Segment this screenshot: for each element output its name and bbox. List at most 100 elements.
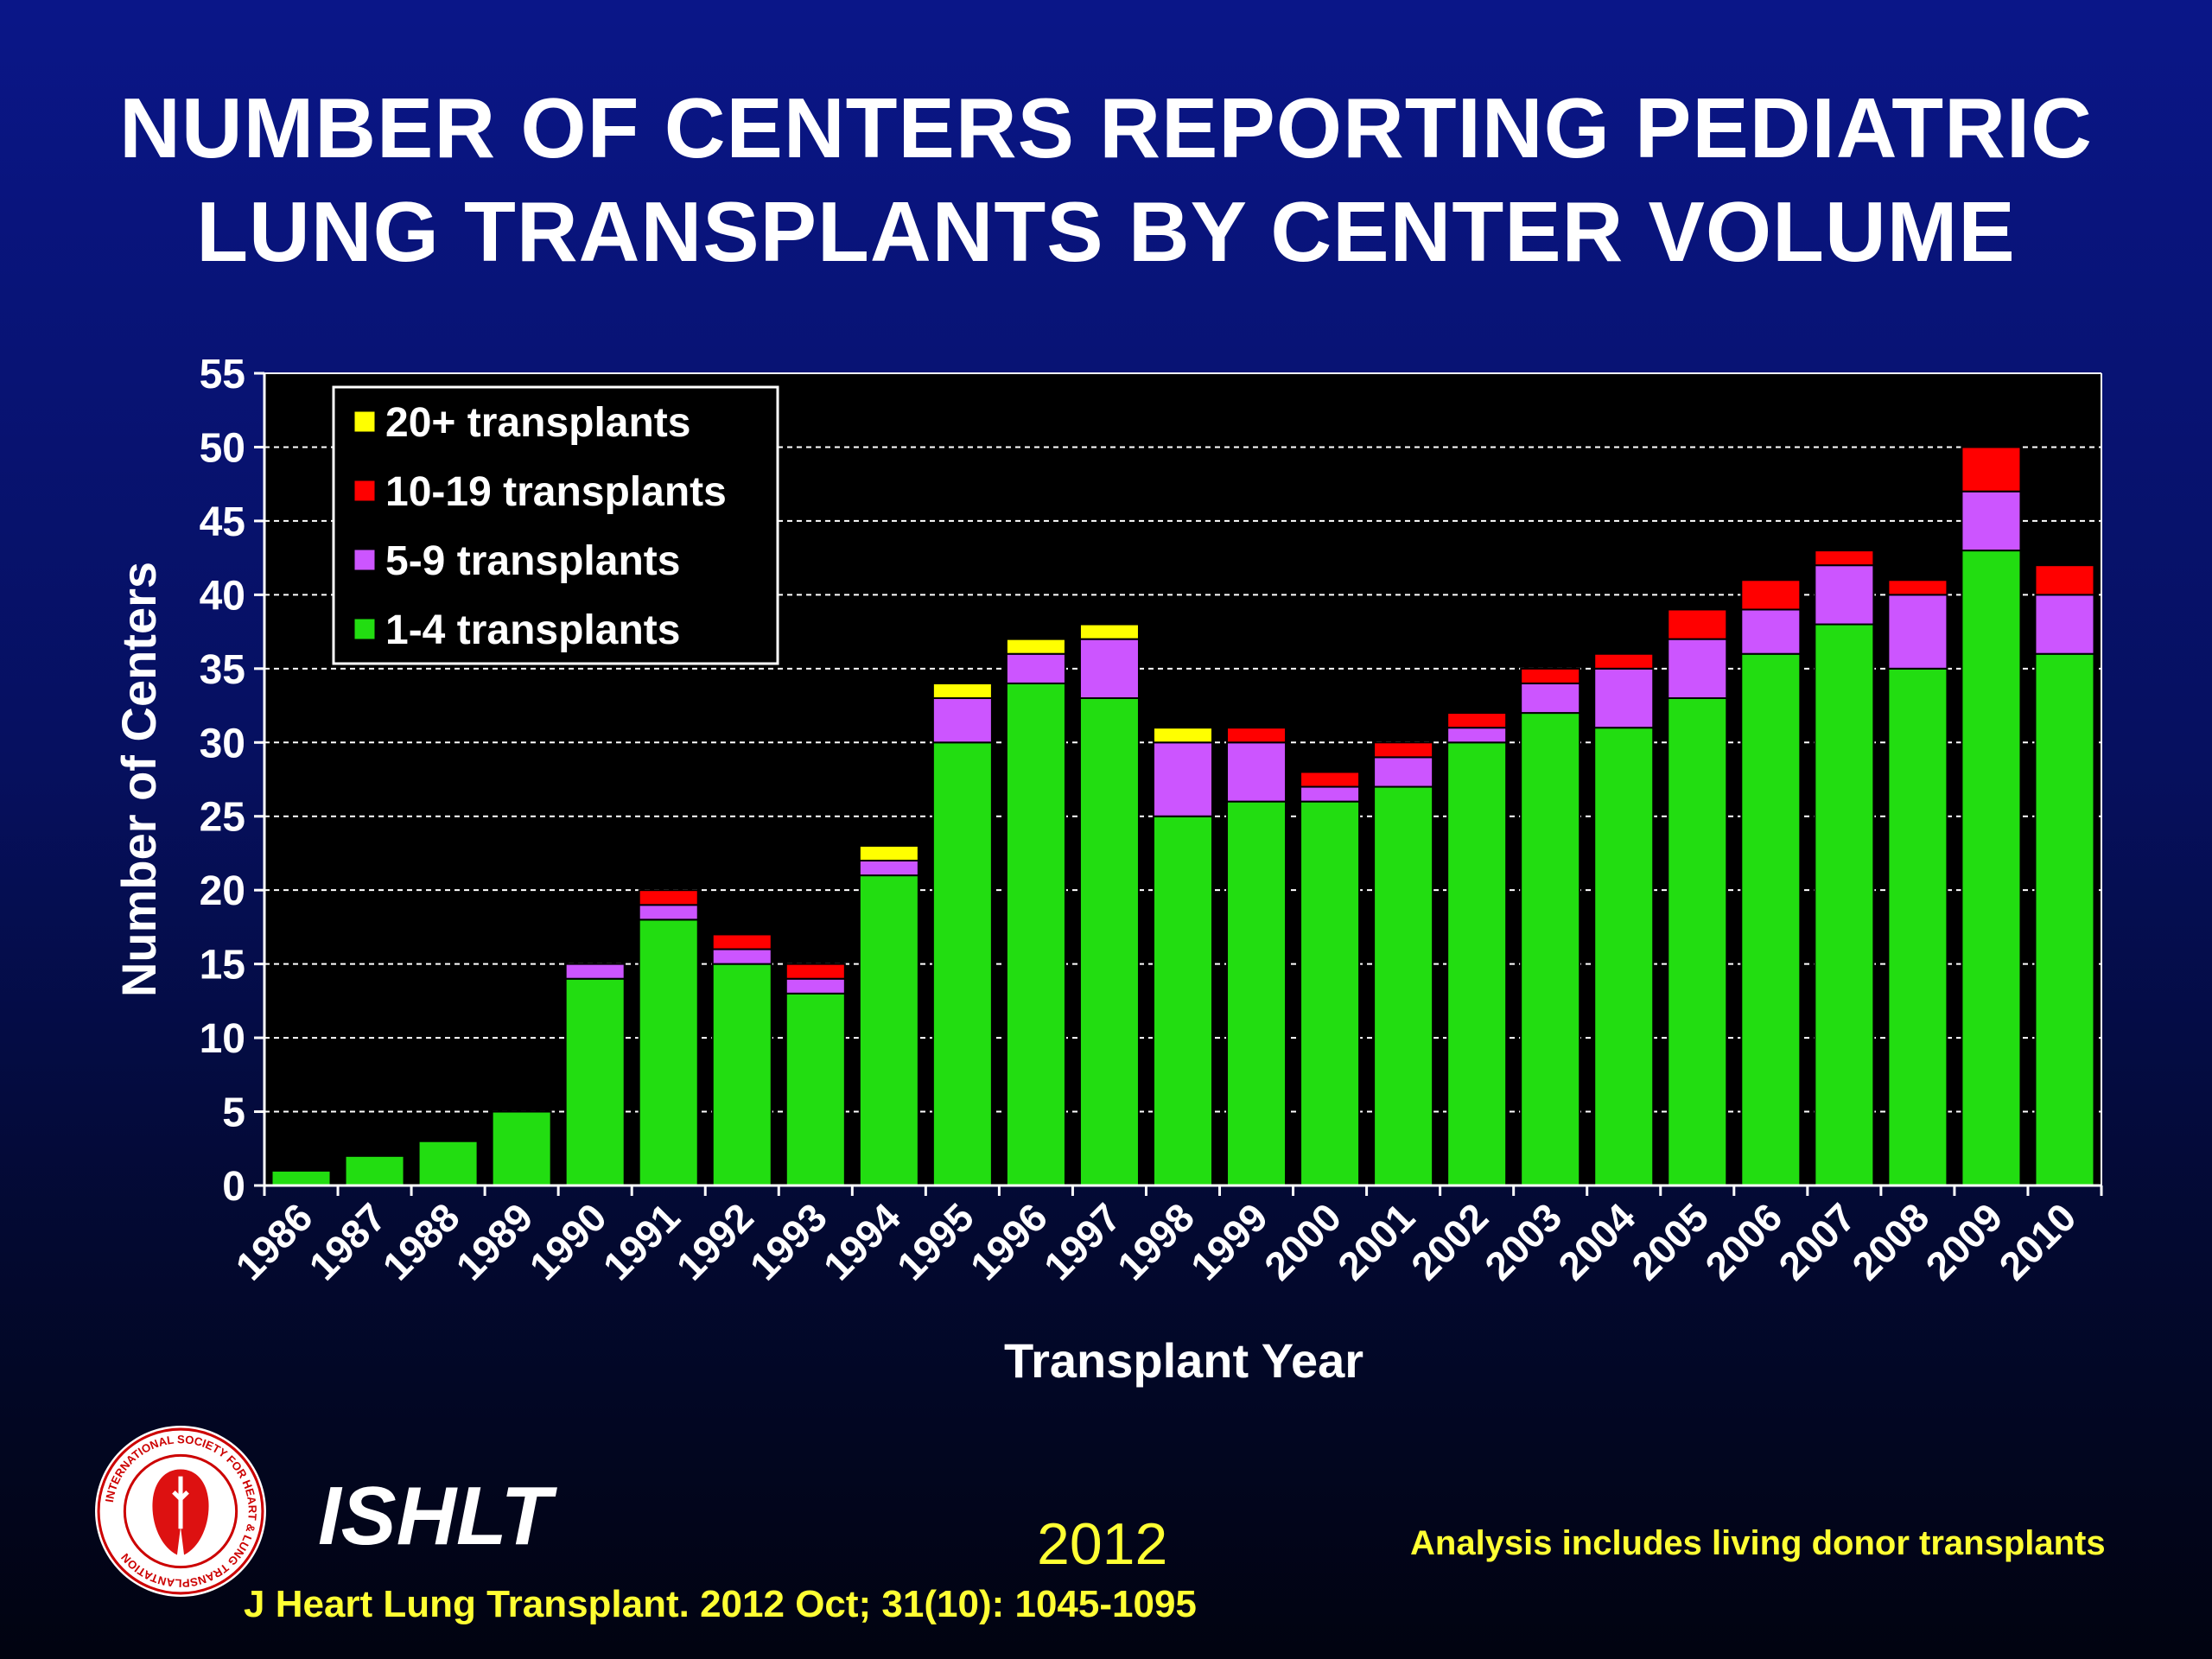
bar-segment	[1005, 652, 1066, 684]
stacked-bar-chart: 0 5 10 15 20 25 30 35 40 45 50 55 19861987198819891…	[111, 352, 2103, 1388]
bar-segment	[1152, 741, 1214, 817]
bar-segment	[2034, 652, 2095, 1186]
bar-segment	[1078, 623, 1140, 640]
bar-segment	[1300, 771, 1361, 788]
y-tick-label: 15	[200, 943, 245, 988]
bar-segment	[1887, 594, 1948, 670]
bar-segment	[1226, 741, 1287, 803]
y-tick-label: 45	[200, 499, 245, 545]
x-tick-label: 1998	[1109, 1194, 1203, 1288]
bar-segment	[1740, 608, 1802, 655]
bar-segment	[2034, 594, 2095, 655]
axes	[263, 372, 2102, 1187]
bar-segment	[270, 1169, 332, 1186]
x-axis-label: Transplant Year	[1004, 1333, 1363, 1388]
bar-segment	[1740, 652, 1802, 1186]
bar-segment	[491, 1110, 552, 1186]
legend-box	[332, 385, 779, 665]
y-tick-label: 20	[200, 868, 245, 914]
legend: 20+ transplants 10-19 transplants 5-9 tran…	[332, 385, 779, 665]
x-tick-label: 2001	[1329, 1194, 1423, 1288]
bar-segment	[1373, 756, 1434, 788]
bar-segment	[1152, 815, 1214, 1187]
legend-swatch	[353, 410, 376, 433]
bar-segment	[638, 889, 699, 906]
x-tick-label: 2008	[1843, 1194, 1937, 1288]
bar-segment	[1078, 697, 1140, 1186]
bar-segment	[1667, 638, 1728, 699]
bar-segment	[1740, 579, 1802, 611]
legend-swatch	[353, 549, 376, 571]
bar-segment	[1226, 727, 1287, 744]
legend-swatch	[353, 480, 376, 502]
bar-segment	[1961, 490, 2022, 552]
bar-segment	[1667, 697, 1728, 1186]
bar-segment	[1446, 712, 1508, 729]
bar-segment	[1667, 608, 1728, 640]
bar-segment	[1005, 638, 1066, 655]
bar-segment	[1300, 800, 1361, 1186]
x-tick-labels: 1986198719881989199019911992199319941995…	[226, 1185, 2103, 1288]
x-tick-label: 2010	[1990, 1194, 2084, 1288]
x-tick-label: 2004	[1549, 1194, 1643, 1288]
y-tick-label: 30	[200, 721, 245, 766]
bar-segment	[711, 948, 772, 965]
bar-segment	[2034, 564, 2095, 596]
legend-label: 20+ transplants	[385, 400, 690, 446]
x-tick-label: 2006	[1696, 1194, 1790, 1288]
x-tick-label: 1994	[815, 1194, 909, 1288]
slide-title-line-1: NUMBER OF CENTERS REPORTING PEDIATRIC	[119, 80, 2093, 175]
bar-segment	[1520, 712, 1581, 1186]
x-tick-label: 1993	[741, 1194, 836, 1288]
legend-label: 5-9 transplants	[385, 538, 680, 584]
bar-segment	[417, 1140, 479, 1187]
x-tick-label: 1987	[300, 1194, 394, 1288]
x-tick-label: 1997	[1035, 1194, 1129, 1288]
y-axis-label: Number of Centers	[111, 562, 166, 997]
slide-title: NUMBER OF CENTERS REPORTING PEDIATRIC LU…	[0, 76, 2212, 283]
bar-segment	[711, 933, 772, 950]
bar-segment	[858, 860, 919, 877]
slide-title-line-2: LUNG TRANSPLANTS BY CENTER VOLUME	[196, 184, 2016, 279]
x-tick-label: 1988	[374, 1194, 468, 1288]
ishlt-seal-icon: INTERNATIONAL SOCIETY FOR HEART & LUNG T…	[95, 1426, 266, 1597]
bar-segment	[858, 874, 919, 1186]
footnote: Analysis includes living donor transplan…	[1410, 1524, 2106, 1562]
y-tick-label: 50	[200, 425, 245, 471]
bar-segment	[638, 904, 699, 921]
y-tick-label: 10	[200, 1016, 245, 1062]
x-tick-label: 2000	[1255, 1194, 1350, 1288]
bar-segment	[1520, 682, 1581, 715]
bar-segment	[564, 963, 626, 980]
bar-segment	[1593, 727, 1655, 1186]
bars	[270, 446, 2095, 1187]
bar-segment	[785, 992, 846, 1187]
bar-segment	[1005, 682, 1066, 1186]
publication-year: 2012	[1037, 1511, 1168, 1577]
x-tick-label: 2002	[1402, 1194, 1497, 1288]
y-tick-label: 35	[200, 647, 245, 693]
bar-segment	[785, 977, 846, 995]
bar-segment	[638, 918, 699, 1186]
x-tick-label: 1991	[594, 1194, 689, 1288]
bar-segment	[1887, 667, 1948, 1186]
bar-segment	[564, 977, 626, 1187]
bar-segment	[931, 741, 993, 1186]
bar-segment	[1961, 446, 2022, 493]
bar-segment	[1814, 564, 1875, 626]
bar-segment	[1078, 638, 1140, 699]
x-tick-label: 2007	[1770, 1194, 1864, 1288]
x-tick-label: 2005	[1623, 1194, 1717, 1288]
legend-label: 10-19 transplants	[385, 469, 727, 515]
bar-segment	[858, 844, 919, 862]
bar-segment	[1593, 667, 1655, 729]
x-tick-label: 1990	[521, 1194, 615, 1288]
bar-segment	[1226, 800, 1287, 1186]
bar-segment	[1520, 667, 1581, 684]
bar-segment	[1446, 741, 1508, 1186]
bar-segment	[344, 1154, 405, 1187]
bar-segment	[1814, 623, 1875, 1186]
y-tick-label: 55	[200, 352, 245, 397]
x-tick-label: 1996	[962, 1194, 1056, 1288]
x-tick-label: 1999	[1182, 1194, 1276, 1288]
